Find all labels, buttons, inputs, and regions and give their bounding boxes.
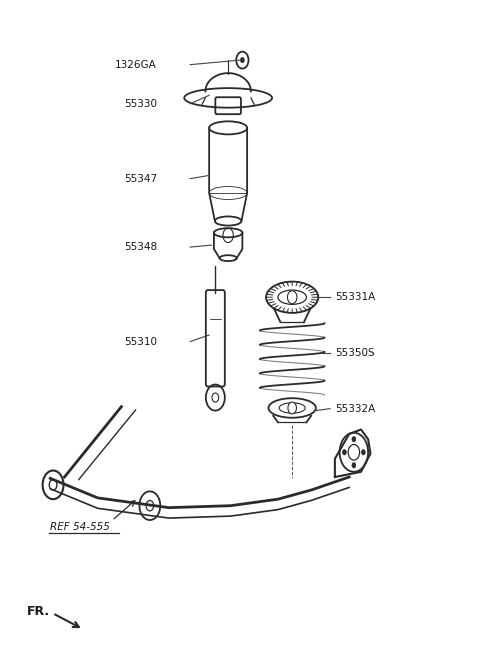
Circle shape xyxy=(352,463,356,468)
Text: 55310: 55310 xyxy=(124,336,157,346)
Circle shape xyxy=(288,402,297,414)
Circle shape xyxy=(361,449,365,455)
Text: 55350S: 55350S xyxy=(335,348,374,358)
Circle shape xyxy=(240,58,244,62)
Text: 55331A: 55331A xyxy=(335,292,375,302)
Circle shape xyxy=(352,437,356,442)
Text: 1326GA: 1326GA xyxy=(115,60,157,70)
Text: FR.: FR. xyxy=(26,605,49,618)
Circle shape xyxy=(288,290,297,304)
Circle shape xyxy=(342,449,346,455)
Text: 55347: 55347 xyxy=(124,173,157,184)
Text: 55330: 55330 xyxy=(124,99,157,109)
Text: 55348: 55348 xyxy=(124,242,157,252)
Text: REF 54-555: REF 54-555 xyxy=(50,522,110,532)
Text: 55332A: 55332A xyxy=(335,403,375,414)
